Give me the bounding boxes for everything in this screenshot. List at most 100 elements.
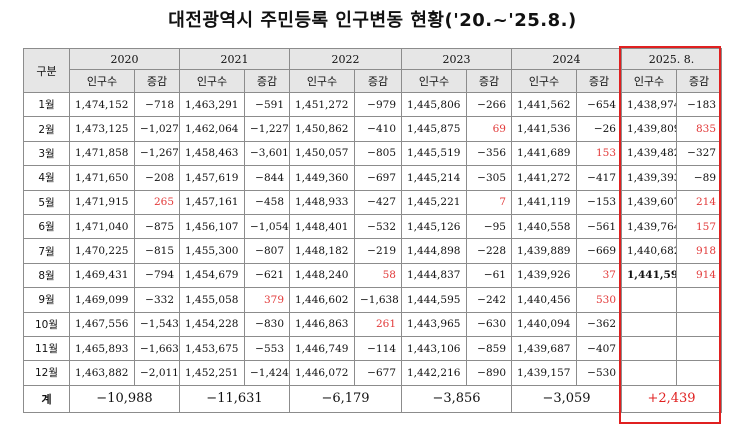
population-cell: 1,444,898 [401,238,467,264]
change-cell: −807 [244,238,290,264]
pop-header: 인구수 [289,69,355,93]
pop-header: 인구수 [401,69,467,93]
year-header: 2021 [179,48,290,70]
change-cell: −1,424 [244,360,290,386]
change-cell: −979 [354,91,402,118]
change-cell: 58 [354,262,402,289]
change-header: 증감 [244,69,290,93]
month-label: 3월 [23,140,70,167]
change-cell: 157 [675,213,723,240]
change-cell: −266 [466,91,512,118]
population-cell: 1,439,687 [511,335,577,362]
month-label: 4월 [23,165,70,191]
change-cell: −654 [576,91,622,118]
table-row: 12월 1,463,882 −2,011 1,452,251 −1,424 1,446,0… [23,360,723,386]
total-value: −3,856 [401,384,512,413]
change-cell: −794 [134,262,180,289]
change-cell: −95 [466,213,512,240]
change-cell: 835 [675,116,723,142]
population-cell: 1,450,057 [289,140,355,167]
table-row: 3월 1,471,858 −1,267 1,458,463 −3,601 1,450,05… [23,140,723,167]
population-cell: 1,474,152 [69,91,135,118]
change-cell: −591 [244,91,290,118]
population-cell: 1,452,251 [179,360,245,386]
population-cell: 1,448,401 [289,213,355,240]
population-cell: 1,469,431 [69,262,135,289]
month-label: 1월 [23,91,70,118]
population-cell: 1,448,182 [289,238,355,264]
month-label: 7월 [23,238,70,264]
change-cell: −621 [244,262,290,289]
population-cell: 1,441,596 [621,262,677,289]
population-cell: 1,439,157 [511,360,577,386]
change-cell: −3,601 [244,140,290,167]
change-cell: −183 [675,91,723,118]
table-row: 2월 1,473,125 −1,027 1,462,064 −1,227 1,450,86… [23,116,723,142]
population-cell: 1,440,682 [621,238,677,264]
table-row: 4월 1,471,650 −208 1,457,619 −844 1,449,360 −69… [23,165,723,191]
population-cell: 1,445,221 [401,189,467,215]
table-row: 11월 1,465,893 −1,663 1,453,675 −553 1,446,749… [23,335,723,362]
change-cell: 69 [466,116,512,142]
change-cell: −407 [576,335,622,362]
table-row: 9월 1,469,099 −332 1,455,058 379 1,446,602 −1,6… [23,287,723,313]
change-cell: −697 [354,165,402,191]
change-cell: 918 [675,238,723,264]
population-cell: 1,471,915 [69,189,135,215]
change-cell: 7 [466,189,512,215]
month-label: 11월 [23,335,70,362]
change-cell: 261 [354,311,402,337]
population-cell: 1,457,161 [179,189,245,215]
change-cell: −356 [466,140,512,167]
population-cell: 1,444,595 [401,287,467,313]
change-cell: 37 [576,262,622,289]
population-cell: 1,445,875 [401,116,467,142]
population-cell: 1,453,675 [179,335,245,362]
population-cell: 1,455,300 [179,238,245,264]
change-cell: −228 [466,238,512,264]
subheader-row: 인구수 증감 인구수 증감 인구수 증감 인구수 증감 인구수 증감 인구수 증… [24,69,723,93]
population-cell: 1,469,099 [69,287,135,313]
change-cell: −362 [576,311,622,337]
change-cell: 379 [244,287,290,313]
change-cell: −153 [576,189,622,215]
population-cell: 1,438,974 [621,91,677,118]
month-label: 2월 [23,116,70,142]
change-cell [675,287,723,313]
population-cell: 1,445,806 [401,91,467,118]
change-cell: −1,543 [134,311,180,337]
month-label: 10월 [23,311,70,337]
population-cell: 1,445,214 [401,165,467,191]
population-cell: 1,439,926 [511,262,577,289]
table-body: 1월 1,474,152 −718 1,463,291 −591 1,451,272 −97… [23,91,723,386]
population-cell: 1,454,228 [179,311,245,337]
change-cell: −327 [675,140,723,167]
population-cell: 1,457,619 [179,165,245,191]
change-cell: −427 [354,189,402,215]
total-value-2025: +2,439 [620,384,723,413]
population-cell: 1,449,360 [289,165,355,191]
population-cell: 1,441,689 [511,140,577,167]
change-header: 증감 [675,69,723,93]
change-cell: −875 [134,213,180,240]
change-cell: 530 [576,287,622,313]
total-value: −10,988 [69,384,180,413]
population-cell: 1,448,933 [289,189,355,215]
change-cell: −61 [466,262,512,289]
change-cell: −2,011 [134,360,180,386]
change-cell: −669 [576,238,622,264]
population-cell: 1,471,858 [69,140,135,167]
change-header: 증감 [466,69,512,93]
population-cell: 1,445,519 [401,140,467,167]
change-cell: −1,663 [134,335,180,362]
population-cell: 1,458,463 [179,140,245,167]
population-cell: 1,440,558 [511,213,577,240]
population-cell: 1,441,119 [511,189,577,215]
year-header: 2020 [69,48,180,70]
population-cell [621,287,677,313]
change-cell [675,335,723,362]
year-header: 2022 [289,48,402,70]
population-cell: 1,442,216 [401,360,467,386]
total-value: −3,059 [511,384,622,413]
change-cell: −1,267 [134,140,180,167]
